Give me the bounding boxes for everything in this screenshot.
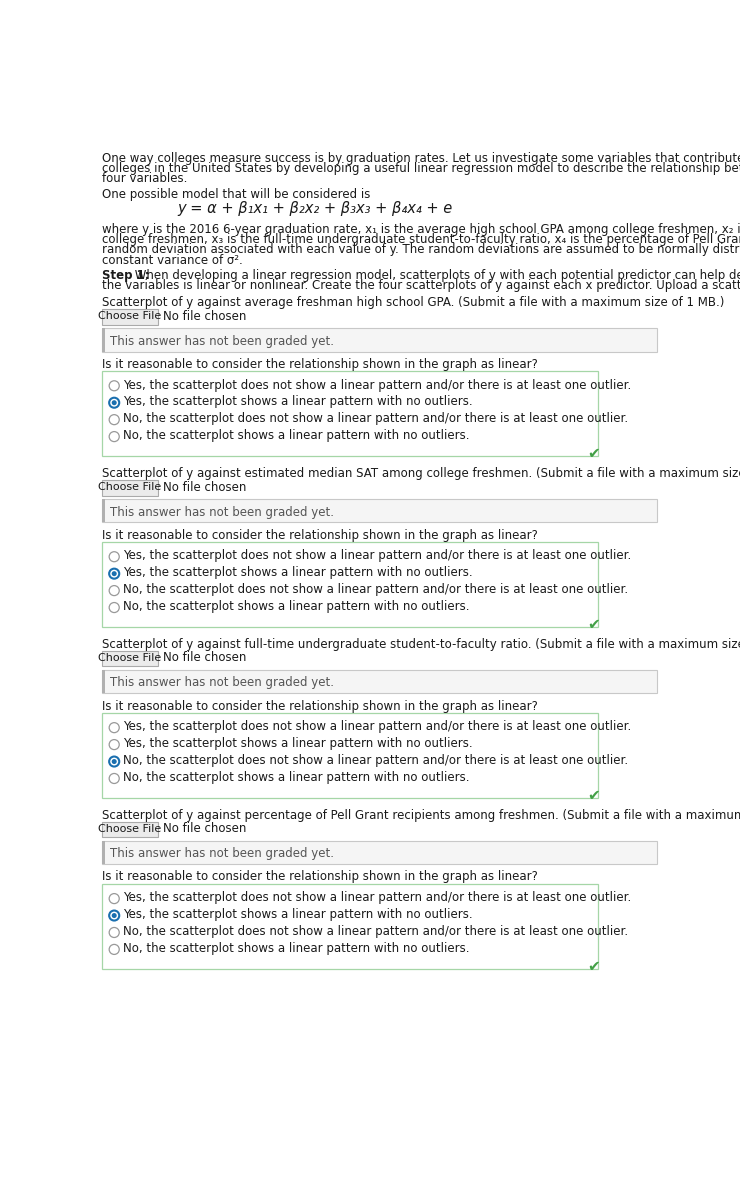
Circle shape bbox=[112, 401, 117, 406]
Text: Is it reasonable to consider the relationship shown in the graph as linear?: Is it reasonable to consider the relatio… bbox=[102, 529, 538, 541]
Text: No file chosen: No file chosen bbox=[163, 480, 246, 493]
Text: colleges in the United States by developing a useful linear regression model to : colleges in the United States by develop… bbox=[102, 162, 740, 175]
FancyBboxPatch shape bbox=[102, 371, 598, 456]
Text: No, the scatterplot does not show a linear pattern and/or there is at least one : No, the scatterplot does not show a line… bbox=[123, 413, 628, 425]
Text: where y is the 2016 6-year graduation rate, x₁ is the average high school GPA am: where y is the 2016 6-year graduation ra… bbox=[102, 222, 740, 235]
FancyBboxPatch shape bbox=[102, 329, 656, 352]
Circle shape bbox=[110, 756, 119, 767]
Circle shape bbox=[112, 760, 117, 764]
Text: Choose File: Choose File bbox=[98, 653, 161, 662]
FancyBboxPatch shape bbox=[102, 822, 158, 838]
Text: Yes, the scatterplot does not show a linear pattern and/or there is at least one: Yes, the scatterplot does not show a lin… bbox=[123, 720, 631, 733]
Text: Choose File: Choose File bbox=[98, 824, 161, 834]
Text: No, the scatterplot does not show a linear pattern and/or there is at least one : No, the scatterplot does not show a line… bbox=[123, 925, 628, 938]
FancyBboxPatch shape bbox=[102, 329, 105, 352]
Text: No file chosen: No file chosen bbox=[163, 310, 246, 323]
Text: Choose File: Choose File bbox=[98, 482, 161, 492]
Text: Is it reasonable to consider the relationship shown in the graph as linear?: Is it reasonable to consider the relatio… bbox=[102, 358, 538, 371]
Circle shape bbox=[110, 894, 119, 904]
Text: This answer has not been graded yet.: This answer has not been graded yet. bbox=[110, 505, 334, 518]
Circle shape bbox=[112, 913, 117, 918]
Text: Yes, the scatterplot does not show a linear pattern and/or there is at least one: Yes, the scatterplot does not show a lin… bbox=[123, 378, 631, 391]
Text: Step 1:: Step 1: bbox=[102, 269, 149, 282]
FancyBboxPatch shape bbox=[102, 884, 598, 968]
Circle shape bbox=[110, 380, 119, 391]
Text: ✔: ✔ bbox=[587, 787, 599, 803]
Text: constant variance of σ².: constant variance of σ². bbox=[102, 253, 243, 266]
Circle shape bbox=[112, 571, 117, 576]
Text: random deviation associated with each value of y. The random deviations are assu: random deviation associated with each va… bbox=[102, 244, 740, 257]
Text: No, the scatterplot shows a linear pattern with no outliers.: No, the scatterplot shows a linear patte… bbox=[123, 772, 470, 785]
Circle shape bbox=[110, 415, 119, 425]
Circle shape bbox=[110, 602, 119, 612]
Circle shape bbox=[110, 911, 119, 920]
Text: No file chosen: No file chosen bbox=[163, 822, 246, 835]
Circle shape bbox=[110, 928, 119, 937]
FancyBboxPatch shape bbox=[102, 499, 105, 522]
Circle shape bbox=[110, 552, 119, 562]
Text: No, the scatterplot shows a linear pattern with no outliers.: No, the scatterplot shows a linear patte… bbox=[123, 430, 470, 443]
FancyBboxPatch shape bbox=[102, 652, 158, 666]
Text: This answer has not been graded yet.: This answer has not been graded yet. bbox=[110, 335, 334, 348]
Circle shape bbox=[110, 569, 119, 578]
Circle shape bbox=[110, 722, 119, 733]
Text: One possible model that will be considered is: One possible model that will be consider… bbox=[102, 187, 370, 200]
FancyBboxPatch shape bbox=[102, 713, 598, 798]
Text: When developing a linear regression model, scatterplots of y with each potential: When developing a linear regression mode… bbox=[131, 269, 740, 282]
Text: Is it reasonable to consider the relationship shown in the graph as linear?: Is it reasonable to consider the relatio… bbox=[102, 700, 538, 713]
Circle shape bbox=[110, 774, 119, 784]
Text: Yes, the scatterplot shows a linear pattern with no outliers.: Yes, the scatterplot shows a linear patt… bbox=[123, 908, 473, 922]
Text: y = α + β₁x₁ + β₂x₂ + β₃x₃ + β₄x₄ + e: y = α + β₁x₁ + β₂x₂ + β₃x₃ + β₄x₄ + e bbox=[178, 200, 453, 216]
Text: No, the scatterplot shows a linear pattern with no outliers.: No, the scatterplot shows a linear patte… bbox=[123, 942, 470, 955]
Text: No, the scatterplot does not show a linear pattern and/or there is at least one : No, the scatterplot does not show a line… bbox=[123, 583, 628, 596]
Circle shape bbox=[110, 432, 119, 442]
FancyBboxPatch shape bbox=[102, 671, 105, 694]
Text: Is it reasonable to consider the relationship shown in the graph as linear?: Is it reasonable to consider the relatio… bbox=[102, 870, 538, 883]
Text: Yes, the scatterplot shows a linear pattern with no outliers.: Yes, the scatterplot shows a linear patt… bbox=[123, 566, 473, 580]
Text: the variables is linear or nonlinear. Create the four scatterplots of y against : the variables is linear or nonlinear. Cr… bbox=[102, 280, 740, 292]
Text: No file chosen: No file chosen bbox=[163, 652, 246, 665]
Text: ✔: ✔ bbox=[587, 446, 599, 461]
Text: college freshmen, x₃ is the full-time undergraduate student-to-faculty ratio, x₄: college freshmen, x₃ is the full-time un… bbox=[102, 233, 740, 246]
Circle shape bbox=[110, 397, 119, 408]
Text: No, the scatterplot shows a linear pattern with no outliers.: No, the scatterplot shows a linear patte… bbox=[123, 600, 470, 613]
Text: This answer has not been graded yet.: This answer has not been graded yet. bbox=[110, 847, 334, 860]
Text: Yes, the scatterplot shows a linear pattern with no outliers.: Yes, the scatterplot shows a linear patt… bbox=[123, 396, 473, 408]
FancyBboxPatch shape bbox=[102, 542, 598, 626]
FancyBboxPatch shape bbox=[102, 480, 158, 496]
FancyBboxPatch shape bbox=[102, 310, 158, 324]
Text: No, the scatterplot does not show a linear pattern and/or there is at least one : No, the scatterplot does not show a line… bbox=[123, 755, 628, 767]
Text: Yes, the scatterplot does not show a linear pattern and/or there is at least one: Yes, the scatterplot does not show a lin… bbox=[123, 550, 631, 563]
Text: ✔: ✔ bbox=[587, 959, 599, 973]
Text: Scatterplot of y against percentage of Pell Grant recipients among freshmen. (Su: Scatterplot of y against percentage of P… bbox=[102, 809, 740, 822]
Text: Yes, the scatterplot does not show a linear pattern and/or there is at least one: Yes, the scatterplot does not show a lin… bbox=[123, 892, 631, 905]
Text: Choose File: Choose File bbox=[98, 311, 161, 322]
Text: Scatterplot of y against estimated median SAT among college freshmen. (Submit a : Scatterplot of y against estimated media… bbox=[102, 467, 740, 480]
FancyBboxPatch shape bbox=[102, 841, 105, 864]
Circle shape bbox=[110, 944, 119, 954]
Circle shape bbox=[110, 739, 119, 750]
Text: This answer has not been graded yet.: This answer has not been graded yet. bbox=[110, 677, 334, 690]
Text: Scatterplot of y against full-time undergraduate student-to-faculty ratio. (Subm: Scatterplot of y against full-time under… bbox=[102, 637, 740, 650]
Circle shape bbox=[110, 586, 119, 595]
Text: four variables.: four variables. bbox=[102, 173, 187, 186]
FancyBboxPatch shape bbox=[102, 841, 656, 864]
Text: One way colleges measure success is by graduation rates. Let us investigate some: One way colleges measure success is by g… bbox=[102, 151, 740, 164]
Text: ✔: ✔ bbox=[587, 617, 599, 631]
FancyBboxPatch shape bbox=[102, 671, 656, 694]
Text: Scatterplot of y against average freshman high school GPA. (Submit a file with a: Scatterplot of y against average freshma… bbox=[102, 295, 724, 308]
Text: Yes, the scatterplot shows a linear pattern with no outliers.: Yes, the scatterplot shows a linear patt… bbox=[123, 737, 473, 750]
FancyBboxPatch shape bbox=[102, 499, 656, 522]
